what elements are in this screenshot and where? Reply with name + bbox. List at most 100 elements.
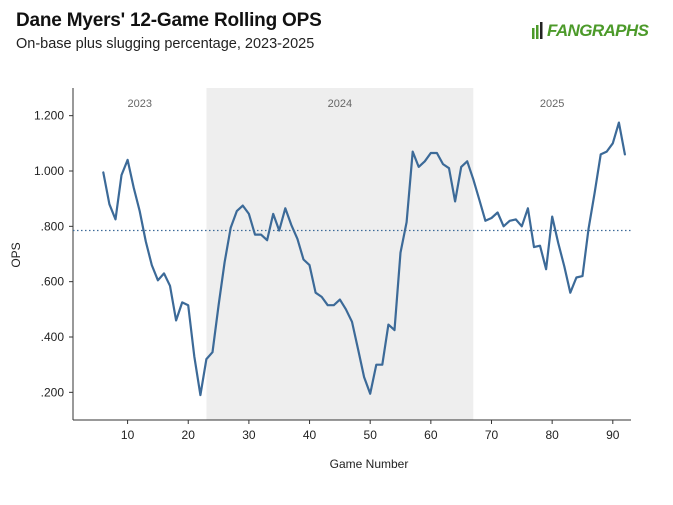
ops-data-point xyxy=(139,210,141,212)
ops-data-point xyxy=(236,210,238,212)
ops-data-point xyxy=(448,167,450,169)
x-tick-label: 50 xyxy=(364,428,378,442)
ops-data-point xyxy=(454,200,456,202)
fangraphs-logo: FANGRAPHS xyxy=(531,20,649,42)
ops-data-point xyxy=(230,227,232,229)
ops-data-point xyxy=(266,239,268,241)
ops-data-point xyxy=(357,348,359,350)
ops-data-point xyxy=(533,246,535,248)
ops-data-point xyxy=(193,355,195,357)
fangraphs-logo-icon xyxy=(532,22,543,39)
ops-data-point xyxy=(484,220,486,222)
ops-data-point xyxy=(393,329,395,331)
ops-data-point xyxy=(424,160,426,162)
ops-data-point xyxy=(600,153,602,155)
ops-data-point xyxy=(478,199,480,201)
ops-data-point xyxy=(296,238,298,240)
ops-data-point xyxy=(205,358,207,360)
ops-data-point xyxy=(436,152,438,154)
ops-data-point xyxy=(108,203,110,205)
ops-data-point xyxy=(151,264,153,266)
ops-data-point xyxy=(278,229,280,231)
ops-data-point xyxy=(430,152,432,154)
season-shading: 2023 2024 2025 xyxy=(127,88,564,420)
ops-data-point xyxy=(557,242,559,244)
ops-data-point xyxy=(308,264,310,266)
axes: .200 .400 .600 .800 1.000 1.200 10 20 30 40 50 60 70… xyxy=(34,88,631,442)
ops-data-point xyxy=(515,218,517,220)
ops-data-point xyxy=(405,221,407,223)
ops-data-point xyxy=(181,301,183,303)
x-tick-label: 60 xyxy=(424,428,438,442)
ops-data-point xyxy=(199,394,201,396)
y-tick-label: 1.000 xyxy=(34,164,64,178)
season-label-2024: 2024 xyxy=(328,98,352,110)
ops-data-point xyxy=(612,142,614,144)
ops-data-point xyxy=(169,285,171,287)
x-tick-label: 70 xyxy=(485,428,499,442)
ops-data-point xyxy=(606,151,608,153)
y-tick-label: .400 xyxy=(41,330,65,344)
ops-data-point xyxy=(333,304,335,306)
ops-data-point xyxy=(327,304,329,306)
ops-data-point xyxy=(569,292,571,294)
ops-data-point xyxy=(539,245,541,247)
ops-data-point xyxy=(321,296,323,298)
ops-data-point xyxy=(211,351,213,353)
ops-data-point xyxy=(272,213,274,215)
ops-series-line xyxy=(102,121,627,397)
series-group xyxy=(102,121,627,397)
ops-data-point xyxy=(460,166,462,168)
ops-data-point xyxy=(315,292,317,294)
ops-data-point xyxy=(594,192,596,194)
ops-data-point xyxy=(114,218,116,220)
ops-data-point xyxy=(618,121,620,123)
season-shade-2024 xyxy=(206,88,474,420)
ops-data-point xyxy=(133,187,135,189)
ops-data-point xyxy=(102,171,104,173)
ops-data-point xyxy=(260,234,262,236)
ops-data-point xyxy=(624,153,626,155)
ops-data-point xyxy=(284,207,286,209)
ops-data-point xyxy=(521,225,523,227)
fangraphs-logo-text: FANGRAPHS xyxy=(547,21,649,40)
x-tick-label: 40 xyxy=(303,428,317,442)
x-tick-label: 90 xyxy=(606,428,620,442)
ops-data-point xyxy=(466,160,468,162)
ops-data-point xyxy=(126,159,128,161)
ops-data-point xyxy=(345,308,347,310)
x-tick-label: 80 xyxy=(545,428,559,442)
ops-data-point xyxy=(496,211,498,213)
ops-data-point xyxy=(503,225,505,227)
x-axis-title: Game Number xyxy=(330,457,409,471)
ops-data-point xyxy=(581,275,583,277)
season-label-2023: 2023 xyxy=(127,98,151,110)
x-tick-label: 20 xyxy=(182,428,196,442)
ops-data-point xyxy=(387,323,389,325)
ops-data-point xyxy=(157,279,159,281)
ops-data-point xyxy=(187,304,189,306)
y-tick-label: 1.200 xyxy=(34,109,64,123)
ops-data-point xyxy=(418,166,420,168)
x-tick-label: 10 xyxy=(121,428,135,442)
ops-data-point xyxy=(120,174,122,176)
ops-data-point xyxy=(527,207,529,209)
y-tick-label: .600 xyxy=(41,275,65,289)
ops-data-point xyxy=(412,151,414,153)
ops-data-point xyxy=(399,252,401,254)
chart-labels: Game Number OPS xyxy=(9,242,408,471)
x-tick-label: 30 xyxy=(242,428,256,442)
ops-data-point xyxy=(217,304,219,306)
ops-data-point xyxy=(290,224,292,226)
chart-subtitle: On-base plus slugging percentage, 2023-2… xyxy=(16,36,315,52)
ops-data-point xyxy=(242,204,244,206)
ops-data-point xyxy=(545,268,547,270)
chart-title: Dane Myers' 12-Game Rolling OPS xyxy=(16,10,322,31)
ops-data-point xyxy=(224,261,226,263)
ops-data-point xyxy=(254,234,256,236)
y-tick-label: .800 xyxy=(41,219,65,233)
ops-data-point xyxy=(490,217,492,219)
ops-data-point xyxy=(587,228,589,230)
ops-data-point xyxy=(375,364,377,366)
season-label-2025: 2025 xyxy=(540,98,564,110)
